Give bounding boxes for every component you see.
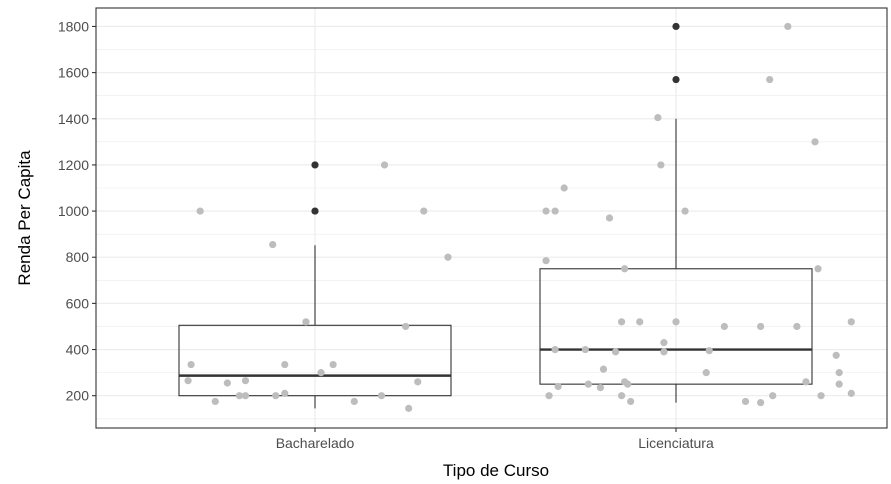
jitter-point (584, 380, 592, 388)
y-tick-label: 1800 (58, 18, 89, 34)
grid-lines (96, 8, 887, 428)
y-axis-title: Renda Per Capita (15, 150, 34, 286)
jitter-point (741, 397, 750, 406)
jitter-point (414, 378, 422, 386)
jitter-point (832, 351, 840, 359)
jitter-point (636, 318, 644, 326)
panel-border (95, 7, 888, 429)
jitter-point (605, 214, 614, 222)
jitter-point (581, 345, 589, 354)
jitter-point (660, 348, 668, 356)
jitter-point (766, 75, 774, 84)
x-axis-title: Tipo de Curso (443, 461, 549, 480)
y-tick-label: 800 (66, 249, 90, 265)
jitter-point (317, 369, 325, 377)
jitter-point (596, 384, 605, 392)
jitter-point (545, 392, 553, 400)
jitter-point (611, 348, 620, 356)
jitter-point (811, 138, 819, 146)
jitter-point (235, 392, 244, 400)
jitter-point (380, 161, 389, 169)
y-tick-label: 400 (66, 342, 90, 358)
jitter-point (720, 322, 728, 331)
outlier-points (311, 22, 680, 215)
outlier-point (672, 75, 680, 84)
outlier-point (311, 161, 319, 169)
jitter-point (817, 392, 825, 400)
jitter-point (705, 347, 713, 355)
jitter-point (657, 161, 665, 169)
jitter-point (302, 318, 310, 326)
jitter-point (554, 382, 562, 391)
jitter-point (196, 207, 204, 215)
box-iqr (178, 324, 452, 397)
y-tick-label: 1200 (58, 157, 89, 173)
y-tick-label: 600 (66, 295, 90, 311)
jitter-point (377, 392, 386, 400)
jitter-point (660, 339, 668, 347)
jitter-point (793, 322, 801, 331)
jitter-point (672, 318, 680, 326)
jitter-point (618, 392, 626, 400)
jitter-point (654, 114, 662, 122)
jitter-point (681, 207, 689, 215)
jitter-point (621, 265, 629, 273)
box-bacharelado (178, 245, 452, 409)
jitter-point (757, 399, 765, 407)
y-tick-label: 200 (66, 388, 90, 404)
jitter-point (551, 345, 559, 354)
jitter-point (702, 369, 710, 377)
jitter-point (329, 360, 337, 369)
jitter-point (269, 240, 277, 249)
jitter-point (542, 207, 550, 215)
jitter-point (551, 207, 559, 215)
jitter-point (350, 397, 358, 406)
x-axis-ticks: Bacharelado Licenciatura (276, 428, 714, 451)
jitter-point (281, 360, 289, 369)
jitter-points (184, 22, 855, 412)
jitter-point (405, 404, 413, 412)
jitter-point (241, 392, 250, 400)
jitter-point (618, 318, 626, 326)
y-axis-ticks: 200 400 600 800 1000 1200 1400 1600 1800 (58, 18, 96, 404)
jitter-point (847, 318, 855, 326)
jitter-point (802, 378, 810, 386)
jitter-point (599, 365, 608, 373)
outlier-point (311, 207, 319, 215)
jitter-point (420, 207, 428, 215)
jitter-point (624, 380, 632, 388)
panel-background (96, 8, 887, 428)
jitter-point (560, 184, 568, 192)
jitter-point (402, 322, 410, 331)
jitter-point (542, 257, 550, 265)
box-iqr (539, 268, 813, 385)
jitter-point (241, 377, 250, 385)
x-tick-label: Bacharelado (276, 435, 355, 451)
jitter-point (211, 397, 219, 406)
jitter-point (835, 380, 843, 388)
jitter-point (784, 22, 792, 31)
outlier-point (672, 22, 680, 31)
jitter-point (835, 369, 843, 377)
jitter-point (184, 377, 192, 385)
jitter-point (187, 360, 195, 369)
jitter-point (223, 379, 231, 387)
jitter-point (281, 389, 289, 397)
y-tick-label: 1000 (58, 203, 89, 219)
y-tick-label: 1400 (58, 111, 89, 127)
jitter-point (757, 322, 765, 331)
jitter-point (814, 265, 822, 273)
x-tick-label: Licenciatura (638, 435, 714, 451)
jitter-point (272, 392, 280, 400)
jitter-point (444, 253, 452, 261)
jitter-point (847, 389, 855, 397)
jitter-point (769, 392, 777, 400)
y-tick-label: 1600 (58, 65, 89, 81)
jitter-point (627, 397, 635, 406)
